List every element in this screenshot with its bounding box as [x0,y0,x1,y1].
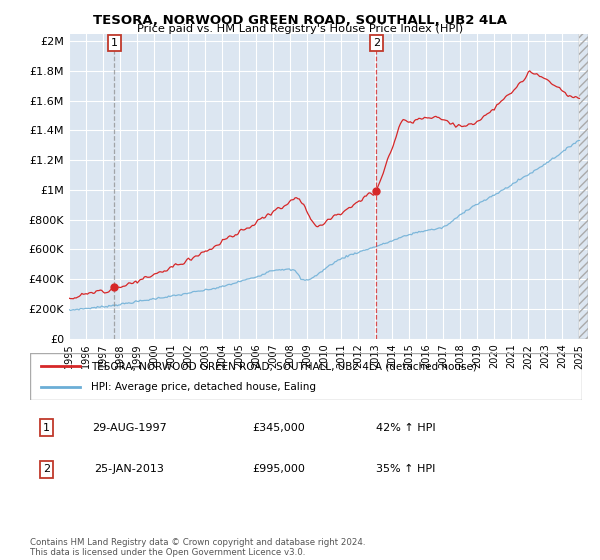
Text: HPI: Average price, detached house, Ealing: HPI: Average price, detached house, Eali… [91,382,316,392]
Text: 1: 1 [43,423,50,433]
Text: Contains HM Land Registry data © Crown copyright and database right 2024.
This d: Contains HM Land Registry data © Crown c… [30,538,365,557]
Text: 42% ↑ HPI: 42% ↑ HPI [376,423,435,433]
Text: 2: 2 [43,464,50,474]
Text: 29-AUG-1997: 29-AUG-1997 [92,423,167,433]
Text: 2: 2 [373,38,380,48]
Text: £345,000: £345,000 [252,423,305,433]
Text: TESORA, NORWOOD GREEN ROAD, SOUTHALL, UB2 4LA: TESORA, NORWOOD GREEN ROAD, SOUTHALL, UB… [93,14,507,27]
Text: 35% ↑ HPI: 35% ↑ HPI [376,464,435,474]
Text: TESORA, NORWOOD GREEN ROAD, SOUTHALL, UB2 4LA (detached house): TESORA, NORWOOD GREEN ROAD, SOUTHALL, UB… [91,361,476,371]
Text: £995,000: £995,000 [252,464,305,474]
Text: 1: 1 [111,38,118,48]
Text: 25-JAN-2013: 25-JAN-2013 [94,464,164,474]
Text: Price paid vs. HM Land Registry's House Price Index (HPI): Price paid vs. HM Land Registry's House … [137,24,463,34]
